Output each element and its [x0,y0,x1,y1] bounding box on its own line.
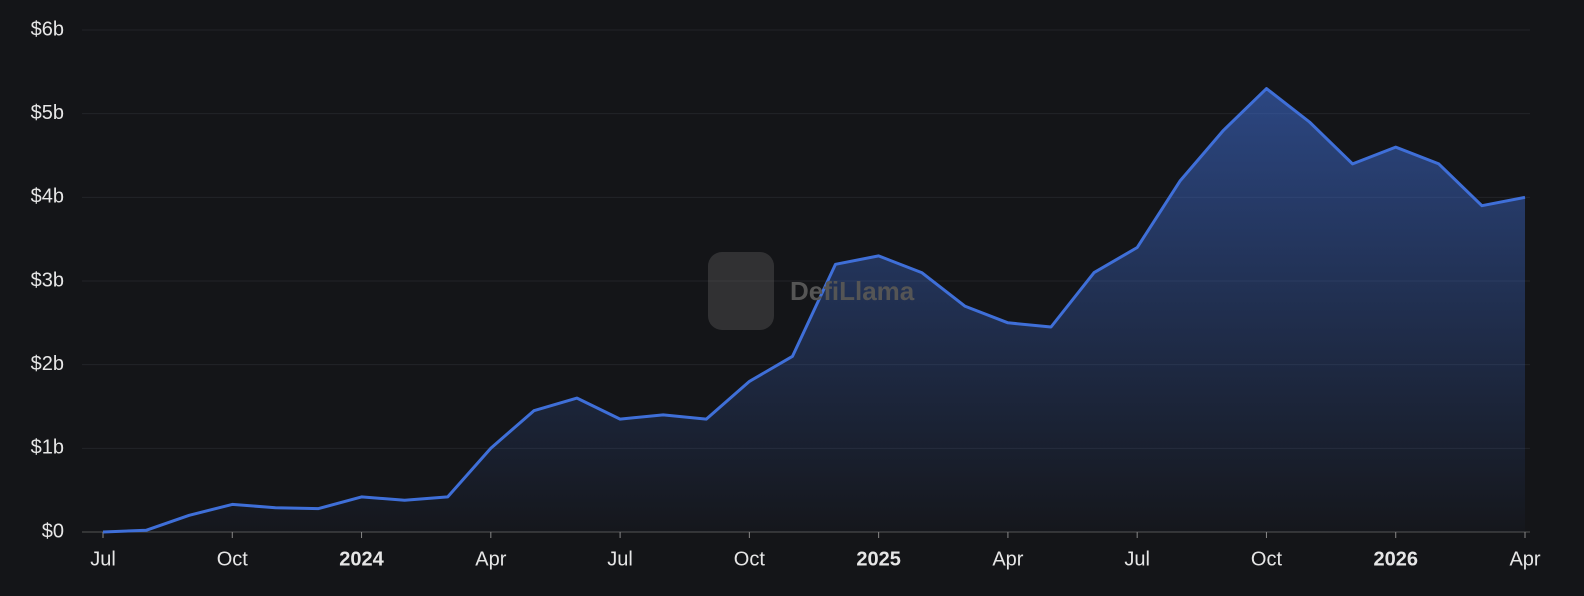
y-tick-label: $6b [31,18,64,40]
x-tick-label: Jul [90,548,116,570]
watermark-logo [708,252,774,330]
x-tick-label: Oct [217,548,249,570]
x-tick-label: 2024 [339,548,384,570]
x-tick-label: Oct [734,548,766,570]
x-tick-label: 2026 [1373,548,1418,570]
x-tick-label: 2025 [856,548,901,570]
x-tick-label: Jul [607,548,633,570]
line [102,87,1526,534]
y-tick-label: $5b [31,102,64,124]
y-tick-label: $1b [31,437,64,459]
x-tick-label: Oct [1251,548,1283,570]
y-tick-label: $3b [31,269,64,291]
y-tick-label: $2b [31,353,64,375]
x-tick-label: Apr [475,548,506,570]
watermark: DefiLlama [790,276,915,306]
y-tick-label: $0 [42,520,64,542]
y-tick-label: $4b [31,186,64,208]
x-tick-label: Apr [1509,548,1540,570]
x-tick-label: Jul [1124,548,1150,570]
x-tick-label: Apr [992,548,1023,570]
